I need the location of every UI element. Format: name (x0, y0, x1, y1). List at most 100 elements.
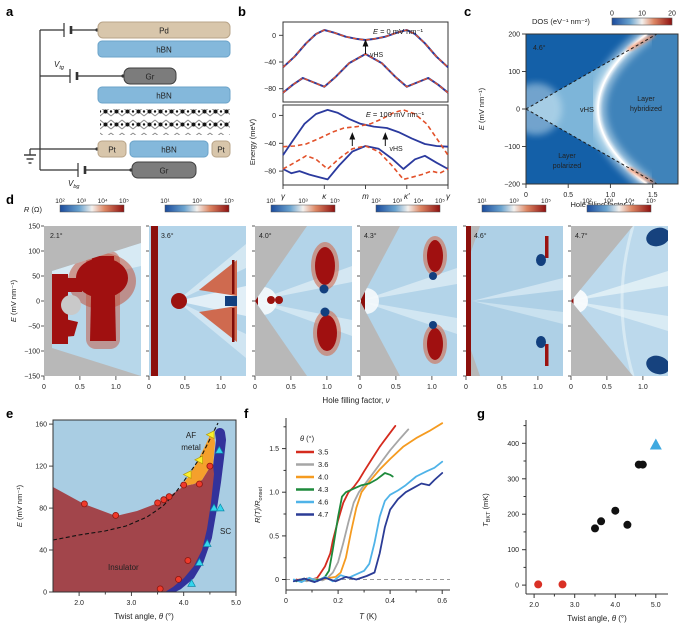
chart-mark (194, 455, 203, 465)
chart-mark (534, 580, 543, 589)
f-xtick: 0 (284, 598, 288, 605)
dos-map-art (526, 34, 678, 184)
g-xtick: 2.0 (529, 602, 539, 609)
chart-mark (282, 29, 449, 68)
g-ytick: 100 (507, 547, 519, 554)
chart-mark (195, 480, 203, 488)
d-ytick: −100 (24, 349, 40, 356)
f-ytick: 0.5 (269, 533, 279, 540)
e-ytick: 0 (43, 590, 47, 597)
chart-mark (209, 503, 219, 512)
c-xtick: 0 (524, 192, 528, 199)
layer-hbn-mid-label: hBN (156, 92, 172, 101)
c-region-polarized: Layer (558, 153, 576, 160)
b-xtick: κ′ (404, 192, 410, 201)
g-ytick: 300 (507, 476, 519, 483)
svg-text:0.5: 0.5 (497, 384, 507, 391)
e-af-label-2: metal (181, 443, 201, 452)
chart-mark (558, 580, 567, 589)
layer-gr-top-label: Gr (146, 73, 155, 82)
chart-mark (160, 496, 168, 504)
c-region-hybridized: Layer (637, 96, 655, 103)
chart-mark (282, 109, 449, 156)
svg-text:10³: 10³ (77, 198, 87, 205)
chart-mark (180, 481, 188, 489)
svg-text:0: 0 (147, 384, 151, 391)
e-xlabel: Twist angle, θ (°) (114, 612, 174, 621)
d-angle-5: 4.6° (474, 232, 487, 240)
resistance-maps: R (Ω) E (mV nm⁻¹) 150 100 50 0 −50 −100 … (9, 198, 668, 405)
svg-text:0.5: 0.5 (75, 384, 85, 391)
e-insulator-label: Insulator (108, 563, 139, 572)
e-markers (81, 430, 225, 593)
c-xlabel: Hole filling factor, ν (571, 200, 634, 208)
svg-text:10¹: 10¹ (266, 198, 276, 205)
f-ytick: 1.0 (269, 490, 279, 497)
chart-mark (195, 557, 204, 566)
c-ytick: −200 (504, 182, 520, 189)
rt-curves: 3.5 3.6 4.0 4.3 4.6 4.7 0 0.5 1.0 1.5 0 0.2 0… (253, 418, 450, 621)
dos-colorbar (611, 17, 673, 26)
e-xtick: 4.0 (179, 600, 189, 607)
svg-text:10⁵: 10⁵ (541, 198, 551, 205)
e-xtick: 5.0 (231, 600, 241, 607)
d-colorbars-and-labels: 10² 10³ 10⁴ 10⁵ 2.1° 0 0.5 1.0 10¹ 10³ 1… (42, 198, 656, 391)
e-ticks (49, 423, 237, 596)
layer-pd (97, 21, 231, 39)
chart-mark: 4.6 (318, 498, 328, 507)
c-region-polarized-2: polarized (553, 163, 582, 170)
chart-mark (298, 428, 410, 583)
e-ytick: 80 (39, 506, 47, 513)
layer-pd-label: Pd (159, 27, 169, 36)
contact-pt-left-label: Pt (108, 146, 116, 155)
b-ytick: 0 (272, 33, 276, 40)
c-xtick: 1.0 (606, 192, 616, 199)
c-cbtick: 0 (610, 11, 614, 18)
c-ytick: −100 (504, 144, 520, 151)
chart-mark (112, 512, 120, 519)
d-r-label: R (Ω) (24, 205, 43, 214)
chart-mark (282, 145, 449, 181)
g-xlabel: Twist angle, θ (°) (567, 614, 627, 623)
f-curves-and-legend: 3.5 3.6 4.0 4.3 4.6 4.7 (292, 422, 444, 584)
chart-mark (215, 503, 225, 512)
chart-mark (182, 470, 192, 480)
chart-mark (175, 575, 182, 583)
svg-text:10³: 10³ (298, 198, 308, 205)
panel-label-g: g (477, 406, 485, 421)
b-xtick: γ (281, 192, 286, 201)
g-xtick: 5.0 (651, 602, 661, 609)
svg-text:10³: 10³ (393, 198, 403, 205)
contact-pt-right (211, 140, 231, 158)
c-ticks (522, 33, 654, 188)
svg-text:0: 0 (569, 384, 573, 391)
chart-mark (156, 585, 164, 593)
b-ytick: 0 (272, 113, 276, 120)
b-top-title: E = 0 mV nm⁻¹ (373, 27, 424, 36)
map-4.7deg (571, 226, 668, 376)
contact-pt-left (97, 140, 127, 158)
c-cbtick: 10 (638, 11, 646, 18)
svg-text:1.0: 1.0 (216, 384, 226, 391)
c-ylabel: E (mV nm⁻¹) (477, 87, 486, 130)
d-ytick: −50 (28, 324, 40, 331)
f-ytick: 0 (275, 577, 279, 584)
layer-gr-bottom (131, 161, 197, 179)
f-axes (282, 418, 450, 594)
contact-pt-right-label: Pt (217, 146, 225, 155)
svg-text:10⁵: 10⁵ (119, 198, 129, 205)
tbkt-scatter: 0 100 200 300 400 2.0 3.0 4.0 5.0 TBKT (… (481, 420, 668, 623)
e-ytick: 160 (35, 422, 47, 429)
f-xtick: 0.4 (385, 598, 395, 605)
chart-mark (187, 578, 196, 587)
g-ytick: 400 (507, 441, 519, 448)
svg-text:0.5: 0.5 (286, 384, 296, 391)
c-vhs-label: vHS (580, 105, 594, 114)
g-points (534, 438, 662, 589)
svg-text:10⁵: 10⁵ (224, 198, 234, 205)
layer-hbn-bottom-label: hBN (161, 146, 177, 155)
b-ytick: −40 (264, 141, 276, 148)
b-vhs-label-bottom: vHS (390, 146, 404, 153)
layer-hbn-bottom (129, 140, 209, 158)
